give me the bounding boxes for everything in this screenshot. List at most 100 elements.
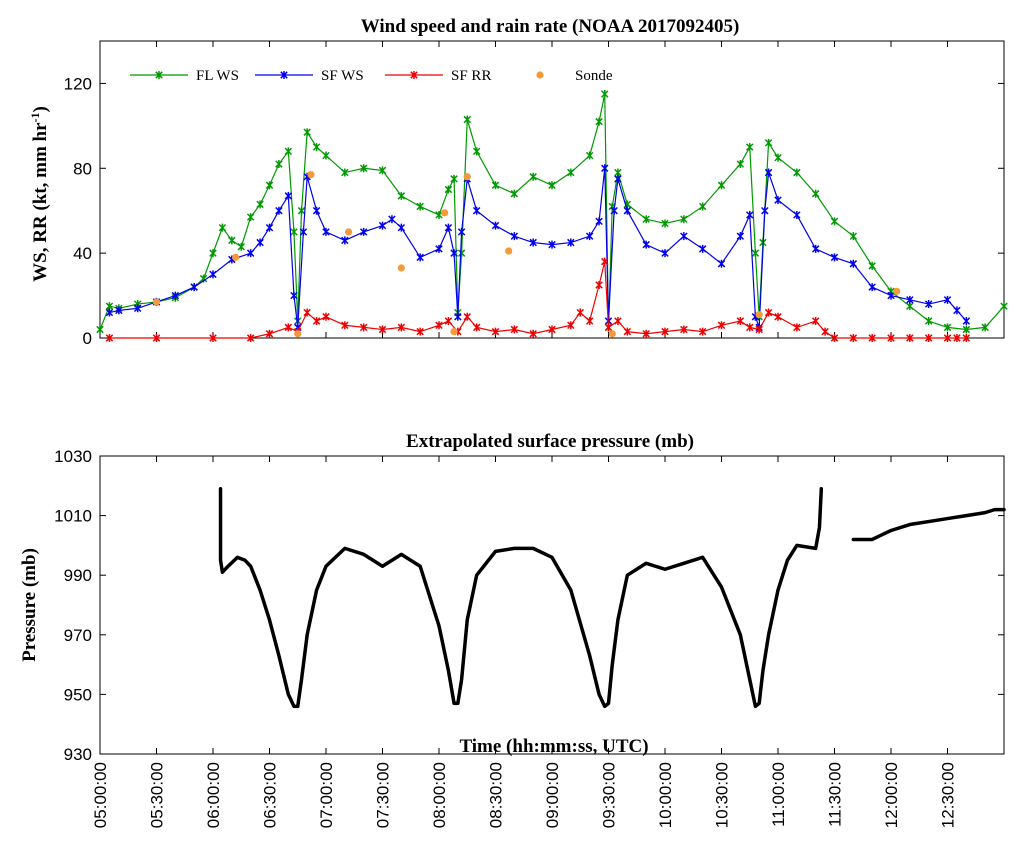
- sonde-point: [345, 228, 353, 236]
- series-marker: [171, 291, 180, 300]
- series-marker: [1000, 302, 1008, 311]
- series-marker: [444, 317, 453, 326]
- bottom-series-group: [218, 487, 1006, 709]
- sonde-point: [152, 298, 161, 306]
- series-marker: [265, 181, 274, 190]
- series-marker: [416, 253, 424, 262]
- sonde-point: [397, 264, 405, 272]
- series-marker: [953, 334, 961, 342]
- series-marker: [322, 312, 330, 321]
- series-marker: [595, 280, 603, 289]
- pressure-line: [851, 507, 1006, 542]
- series-marker: [457, 227, 466, 236]
- series-marker: [774, 312, 782, 321]
- series-marker: [830, 217, 839, 226]
- series-marker: [962, 325, 971, 334]
- series-marker: [698, 327, 707, 336]
- series-marker: [751, 249, 760, 258]
- series-marker: [793, 323, 801, 332]
- series-marker: [265, 329, 274, 338]
- series-marker: [887, 334, 895, 342]
- series-marker: [435, 244, 443, 253]
- series-marker: [275, 160, 283, 169]
- series-marker: [764, 138, 773, 147]
- series-marker: [761, 206, 769, 215]
- series-marker: [548, 325, 556, 334]
- series-marker: [105, 308, 114, 317]
- series-marker: [601, 257, 609, 266]
- legend-marker: [410, 71, 418, 79]
- x-tick-label: 06:00:00: [204, 762, 223, 828]
- series-marker: [764, 168, 773, 177]
- series-marker: [746, 143, 754, 152]
- bottom-y-tick-label: 930: [64, 745, 92, 764]
- series-line: [99, 93, 1005, 331]
- series-marker: [341, 236, 349, 245]
- series-marker: [472, 323, 481, 332]
- pressure-line: [218, 487, 824, 709]
- series-marker: [491, 181, 500, 190]
- top-y-ticks: 0 40 80 120: [64, 74, 1004, 348]
- series-marker: [642, 215, 650, 224]
- series-marker: [297, 206, 306, 215]
- bottom-x-ticks: 05:00:00 05:30:00 06:00:00 06:30:00 07:00:00…: [91, 456, 958, 828]
- x-tick-label: 11:00:00: [769, 762, 788, 827]
- series-marker: [868, 334, 876, 342]
- series-marker: [322, 227, 330, 236]
- series-marker: [416, 327, 424, 336]
- series-marker: [953, 306, 961, 315]
- series-marker: [463, 312, 471, 321]
- x-tick-label: 05:30:00: [148, 762, 167, 828]
- top-y-tick-label: 40: [73, 244, 92, 263]
- top-y-tick-label: 80: [73, 159, 92, 178]
- series-marker: [246, 334, 255, 342]
- bottom-x-axis-label: Time (hh:mm:ss, UTC): [459, 736, 648, 757]
- series-marker: [312, 206, 321, 215]
- series-marker: [133, 304, 142, 313]
- series-marker: [435, 321, 443, 330]
- series-line: [109, 261, 967, 339]
- series-marker: [661, 219, 669, 228]
- series-marker: [397, 223, 406, 232]
- series-marker: [378, 221, 387, 230]
- series-line: [109, 168, 967, 328]
- series-marker: [416, 202, 424, 211]
- series-marker: [585, 317, 594, 326]
- top-series-group: [96, 90, 1008, 342]
- sonde-point: [441, 209, 449, 217]
- series-marker: [604, 323, 613, 332]
- series-marker: [457, 249, 466, 258]
- series-marker: [450, 174, 458, 183]
- series-marker: [567, 321, 575, 330]
- series-marker: [887, 291, 895, 300]
- x-tick-label: 12:00:00: [882, 762, 901, 828]
- series-marker: [152, 334, 161, 342]
- series-marker: [209, 334, 217, 342]
- series-marker: [388, 215, 396, 224]
- series-marker: [746, 210, 754, 219]
- x-tick-label: 12:30:00: [939, 762, 958, 828]
- series-marker: [275, 206, 283, 215]
- series-marker: [811, 317, 820, 326]
- series-marker: [962, 317, 971, 326]
- x-tick-label: 09:00:00: [543, 762, 562, 828]
- series-marker: [585, 232, 594, 241]
- series-marker: [793, 168, 801, 177]
- series-marker: [924, 334, 933, 342]
- bottom-y-axis-label: Pressure (mb): [19, 548, 40, 662]
- series-marker: [943, 334, 952, 342]
- series-marker: [868, 283, 876, 292]
- series-marker: [585, 151, 594, 160]
- series-marker: [868, 261, 876, 270]
- series-marker: [510, 325, 519, 334]
- series-marker: [265, 223, 274, 232]
- top-y-axis-label: WS, RR (kt, mm hr-1): [28, 106, 51, 282]
- series-marker: [237, 242, 245, 251]
- series-marker: [209, 249, 217, 258]
- series-sf-rr: [105, 257, 971, 342]
- series-marker: [811, 244, 820, 253]
- series-marker: [680, 215, 688, 224]
- wind-rain-panel: Wind speed and rain rate (NOAA 201709240…: [28, 16, 1008, 348]
- series-marker: [717, 259, 726, 268]
- series-marker: [450, 249, 458, 258]
